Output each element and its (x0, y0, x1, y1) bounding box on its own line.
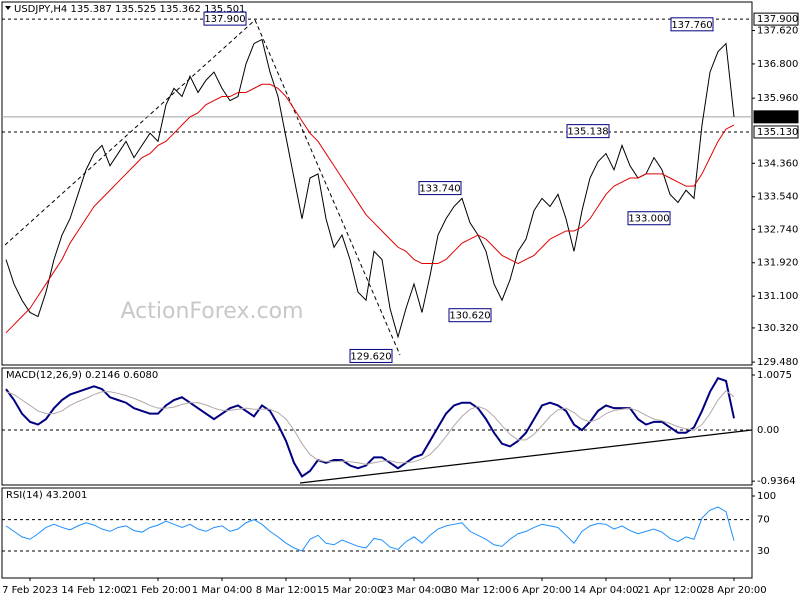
price-label: 133.740 (419, 184, 460, 195)
trend-line (4, 19, 256, 246)
series-line (5, 83, 735, 334)
series-line (5, 506, 735, 552)
level-label: 70 (757, 515, 770, 526)
price-label-box (566, 124, 610, 139)
macd-panel (1, 367, 753, 486)
y-tick-label: 129.480 (757, 357, 798, 368)
price-panel (1, 1, 753, 366)
y-tick-label: 1.0075 (757, 370, 792, 381)
price-label-box (349, 348, 393, 363)
macd-trend-line (299, 429, 753, 484)
y-tick-label: 100 (757, 491, 776, 502)
y-tick-label: 136.800 (757, 59, 798, 70)
level-label: 137.900 (757, 14, 798, 25)
series-line (5, 390, 735, 465)
y-tick-label: 132.740 (757, 224, 798, 235)
x-tick-label: 6 Apr 20:00 (513, 585, 572, 596)
price-label-box (670, 17, 714, 32)
y-tick-label: -0.9364 (757, 476, 796, 487)
series-line (5, 38, 735, 339)
price-label: 135.138 (567, 127, 608, 138)
price-label-box (448, 308, 492, 323)
menu-arrow (5, 6, 11, 10)
y-tick-label: 134.360 (757, 158, 798, 169)
x-tick-label: 8 Mar 12:00 (256, 585, 316, 596)
price-label-box (418, 181, 462, 196)
x-tick-label: 1 Mar 04:00 (192, 585, 252, 596)
level-box (753, 110, 799, 124)
y-tick-label: 137.620 (757, 26, 798, 37)
price-label: 133.000 (628, 214, 669, 225)
panel-title: MACD(12,26,9) 0.2146 0.6080 (6, 370, 158, 381)
price-label: 137.900 (204, 14, 245, 25)
rsi-panel (1, 487, 753, 579)
y-tick-label: 135.960 (757, 93, 798, 104)
price-label: 130.620 (449, 311, 490, 322)
level-label: 0.00 (757, 425, 779, 436)
y-tick-label: 131.100 (757, 291, 798, 302)
level-box (753, 125, 799, 139)
x-tick-label: 23 Mar 04:00 (381, 585, 448, 596)
x-tick-label: 14 Feb 12:00 (61, 585, 127, 596)
x-tick-label: 15 Mar 20:00 (317, 585, 384, 596)
level-label: 135.501 (757, 112, 798, 123)
x-tick-label: 7 Feb 2023 (2, 585, 58, 596)
y-tick-label: 130.320 (757, 323, 798, 334)
panel-title: RSI(14) 43.2001 (6, 490, 87, 501)
watermark: ActionForex.com (121, 299, 304, 324)
x-tick-label: 30 Mar 12:00 (445, 585, 512, 596)
price-label: 137.760 (671, 20, 712, 31)
panel-title: USDJPY,H4 135.387 135.525 135.362 135.50… (14, 4, 245, 15)
y-tick-label: 131.920 (757, 258, 798, 269)
trend-line (254, 19, 401, 356)
price-label-box (203, 11, 247, 26)
x-tick-label: 28 Apr 20:00 (701, 585, 766, 596)
price-label-box (627, 211, 671, 226)
level-label: 30 (757, 546, 770, 557)
x-tick-label: 21 Feb 20:00 (125, 585, 191, 596)
level-label: 135.130 (757, 127, 798, 138)
series-line (5, 376, 735, 478)
price-label: 129.620 (350, 351, 391, 362)
x-tick-label: 14 Apr 04:00 (573, 585, 638, 596)
x-tick-label: 21 Apr 12:00 (637, 585, 702, 596)
level-box (753, 12, 799, 26)
y-tick-label: 133.540 (757, 192, 798, 203)
